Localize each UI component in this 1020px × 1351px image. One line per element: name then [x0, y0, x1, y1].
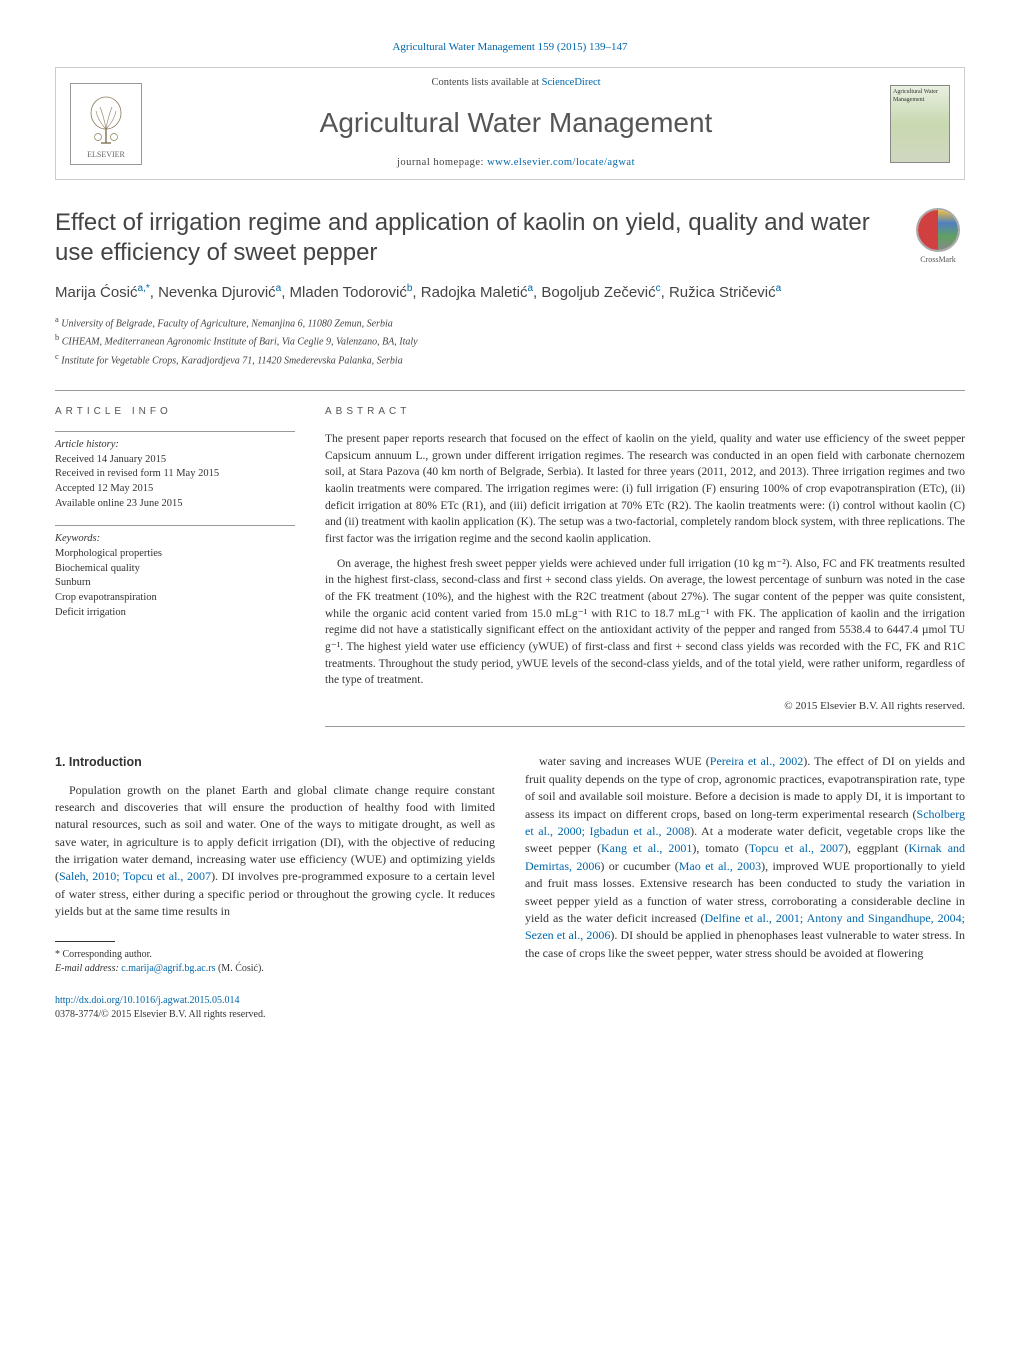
- history-online: Available online 23 June 2015: [55, 497, 295, 512]
- affiliations: a University of Belgrade, Faculty of Agr…: [55, 313, 965, 368]
- history-heading: Article history:: [55, 438, 295, 453]
- corr-label: Corresponding author.: [63, 949, 152, 960]
- elsevier-label: ELSEVIER: [87, 149, 125, 160]
- contents-prefix: Contents lists available at: [431, 77, 541, 88]
- keyword-0: Morphological properties: [55, 547, 295, 562]
- footer-block: http://dx.doi.org/10.1016/j.agwat.2015.0…: [55, 994, 965, 1022]
- corr-email-link[interactable]: c.marija@agrif.bg.ac.rs: [121, 963, 215, 974]
- affiliation-b: b CIHEAM, Mediterranean Agronomic Instit…: [55, 331, 965, 349]
- sciencedirect-link[interactable]: ScienceDirect: [542, 77, 601, 88]
- footnote-separator: [55, 941, 115, 942]
- authors-line: Marija Ćosića,*, Nevenka Djurovića, Mlad…: [55, 282, 965, 303]
- homepage-prefix: journal homepage:: [397, 157, 487, 168]
- history-received: Received 14 January 2015: [55, 453, 295, 468]
- header-center: Contents lists available at ScienceDirec…: [142, 76, 890, 171]
- body-right-para: water saving and increases WUE (Pereira …: [525, 753, 965, 962]
- article-info-column: article info Article history: Received 1…: [55, 405, 295, 727]
- author-1: Marija Ćosić: [55, 284, 138, 301]
- keyword-2: Sunburn: [55, 576, 295, 591]
- author-6-aff: a: [776, 283, 782, 294]
- body-left-para: Population growth on the planet Earth an…: [55, 782, 495, 921]
- email-suffix: (M. Ćosić).: [215, 963, 263, 974]
- elsevier-tree-icon: [86, 95, 126, 145]
- author-5: , Bogoljub Zečević: [533, 284, 656, 301]
- keywords-block: Keywords: Morphological properties Bioch…: [55, 525, 295, 620]
- cover-thumbnail: Agricultural Water Management: [890, 85, 950, 163]
- journal-reference: Agricultural Water Management 159 (2015)…: [55, 40, 965, 55]
- corresponding-footnote: * Corresponding author. E-mail address: …: [55, 948, 495, 976]
- contents-line: Contents lists available at ScienceDirec…: [142, 76, 890, 91]
- homepage-link[interactable]: www.elsevier.com/locate/agwat: [487, 157, 635, 168]
- issn-line: 0378-3774/© 2015 Elsevier B.V. All right…: [55, 1009, 265, 1020]
- body-columns: 1. Introduction Population growth on the…: [55, 753, 965, 975]
- author-2: , Nevenka Djurović: [150, 284, 276, 301]
- intro-heading: 1. Introduction: [55, 753, 495, 771]
- history-accepted: Accepted 12 May 2015: [55, 482, 295, 497]
- body-col-left: 1. Introduction Population growth on the…: [55, 753, 495, 975]
- abstract-column: abstract The present paper reports resea…: [325, 405, 965, 727]
- elsevier-logo: ELSEVIER: [70, 83, 142, 165]
- author-6: , Ružica Stričević: [661, 284, 776, 301]
- article-history: Article history: Received 14 January 201…: [55, 431, 295, 511]
- doi-link[interactable]: http://dx.doi.org/10.1016/j.agwat.2015.0…: [55, 995, 240, 1006]
- abstract-text: The present paper reports research that …: [325, 431, 965, 689]
- crossmark-icon: [916, 208, 960, 252]
- email-label: E-mail address:: [55, 963, 121, 974]
- abstract-p2: On average, the highest fresh sweet pepp…: [325, 556, 965, 689]
- article-title: Effect of irrigation regime and applicat…: [55, 208, 897, 268]
- abstract-label: abstract: [325, 405, 965, 419]
- author-3: , Mladen Todorović: [281, 284, 407, 301]
- history-revised: Received in revised form 11 May 2015: [55, 467, 295, 482]
- title-row: Effect of irrigation regime and applicat…: [55, 208, 965, 268]
- homepage-line: journal homepage: www.elsevier.com/locat…: [142, 156, 890, 171]
- keyword-4: Deficit irrigation: [55, 606, 295, 621]
- info-abstract-row: article info Article history: Received 1…: [55, 390, 965, 727]
- author-4: , Radojka Maletić: [412, 284, 527, 301]
- author-1-aff: a,: [138, 283, 146, 294]
- keyword-1: Biochemical quality: [55, 562, 295, 577]
- crossmark-badge[interactable]: CrossMark: [911, 208, 965, 265]
- journal-header: ELSEVIER Contents lists available at Sci…: [55, 67, 965, 180]
- affiliation-c: c Institute for Vegetable Crops, Karadjo…: [55, 350, 965, 368]
- affiliation-a: a University of Belgrade, Faculty of Agr…: [55, 313, 965, 331]
- journal-ref-link[interactable]: Agricultural Water Management 159 (2015)…: [392, 41, 627, 53]
- abstract-p1: The present paper reports research that …: [325, 431, 965, 548]
- article-info-label: article info: [55, 405, 295, 419]
- copyright-line: © 2015 Elsevier B.V. All rights reserved…: [325, 699, 965, 727]
- keywords-heading: Keywords:: [55, 532, 295, 547]
- body-col-right: water saving and increases WUE (Pereira …: [525, 753, 965, 975]
- keyword-3: Crop evapotranspiration: [55, 591, 295, 606]
- crossmark-label: CrossMark: [920, 255, 956, 264]
- journal-name: Agricultural Water Management: [142, 103, 890, 142]
